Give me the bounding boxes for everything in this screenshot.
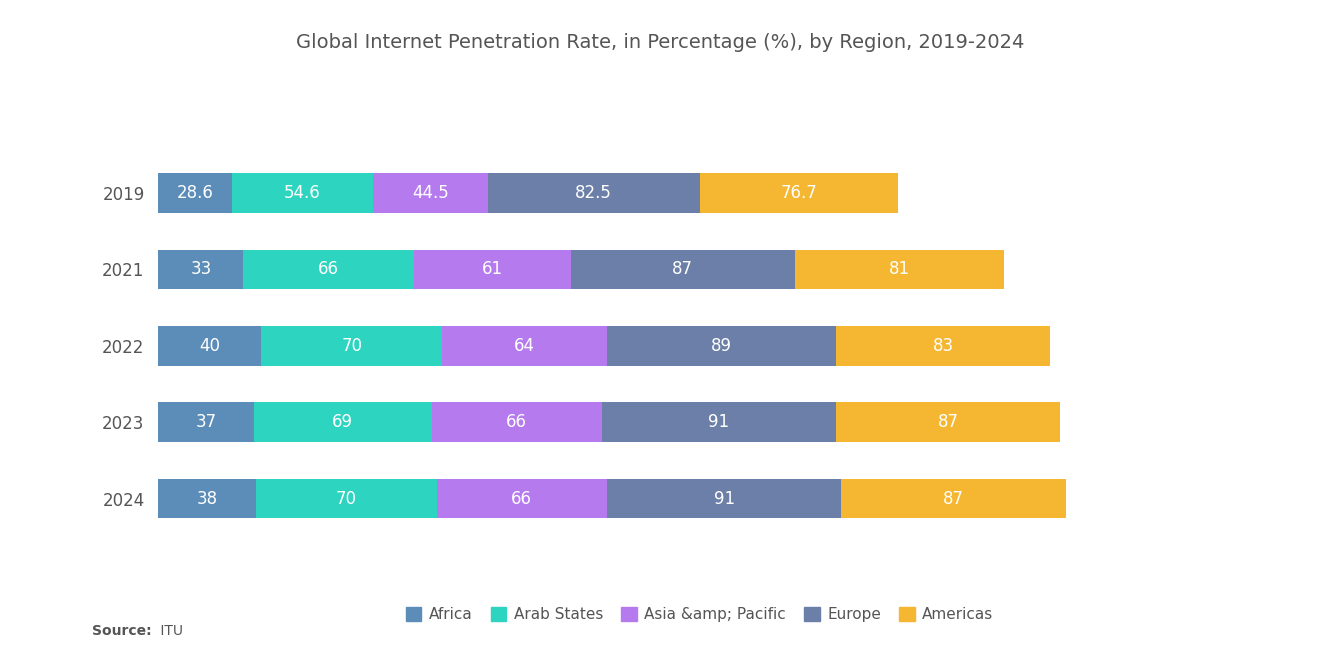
- Bar: [836, 402, 1060, 442]
- Bar: [372, 174, 487, 213]
- Bar: [570, 249, 795, 289]
- Bar: [607, 479, 841, 518]
- Text: 33: 33: [190, 261, 211, 279]
- Text: 61: 61: [482, 261, 503, 279]
- Text: 89: 89: [711, 336, 733, 355]
- Bar: [413, 249, 570, 289]
- Text: 91: 91: [709, 413, 730, 431]
- Bar: [432, 402, 602, 442]
- Text: ITU: ITU: [156, 624, 182, 638]
- Bar: [256, 479, 437, 518]
- Text: 81: 81: [888, 261, 909, 279]
- Legend: Africa, Arab States, Asia &amp; Pacific, Europe, Americas: Africa, Arab States, Asia &amp; Pacific,…: [400, 600, 999, 628]
- Bar: [158, 402, 253, 442]
- Bar: [158, 479, 256, 518]
- Text: 69: 69: [333, 413, 354, 431]
- Bar: [232, 174, 372, 213]
- Text: 54.6: 54.6: [284, 184, 321, 202]
- Bar: [442, 326, 607, 366]
- Bar: [607, 326, 836, 366]
- Bar: [253, 402, 432, 442]
- Bar: [437, 479, 607, 518]
- Bar: [243, 249, 413, 289]
- Bar: [158, 249, 243, 289]
- Text: 28.6: 28.6: [177, 184, 214, 202]
- Bar: [836, 326, 1051, 366]
- Bar: [602, 402, 836, 442]
- Text: 87: 87: [672, 261, 693, 279]
- Text: 76.7: 76.7: [780, 184, 817, 202]
- Text: 64: 64: [513, 336, 535, 355]
- Text: 91: 91: [714, 489, 735, 507]
- Text: 87: 87: [937, 413, 958, 431]
- Bar: [841, 479, 1065, 518]
- Text: 66: 66: [318, 261, 339, 279]
- Text: 87: 87: [942, 489, 964, 507]
- Bar: [700, 174, 898, 213]
- Text: Global Internet Penetration Rate, in Percentage (%), by Region, 2019-2024: Global Internet Penetration Rate, in Per…: [296, 33, 1024, 53]
- Text: 66: 66: [506, 413, 527, 431]
- Text: 82.5: 82.5: [576, 184, 612, 202]
- Text: 83: 83: [932, 336, 954, 355]
- Text: 70: 70: [341, 336, 362, 355]
- Text: 37: 37: [195, 413, 216, 431]
- Bar: [158, 174, 232, 213]
- Bar: [261, 326, 442, 366]
- Text: 66: 66: [511, 489, 532, 507]
- Text: 38: 38: [197, 489, 218, 507]
- Text: 40: 40: [199, 336, 220, 355]
- Bar: [795, 249, 1003, 289]
- Text: 70: 70: [337, 489, 356, 507]
- Bar: [487, 174, 700, 213]
- Text: Source:: Source:: [92, 624, 152, 638]
- Bar: [158, 326, 261, 366]
- Text: 44.5: 44.5: [412, 184, 449, 202]
